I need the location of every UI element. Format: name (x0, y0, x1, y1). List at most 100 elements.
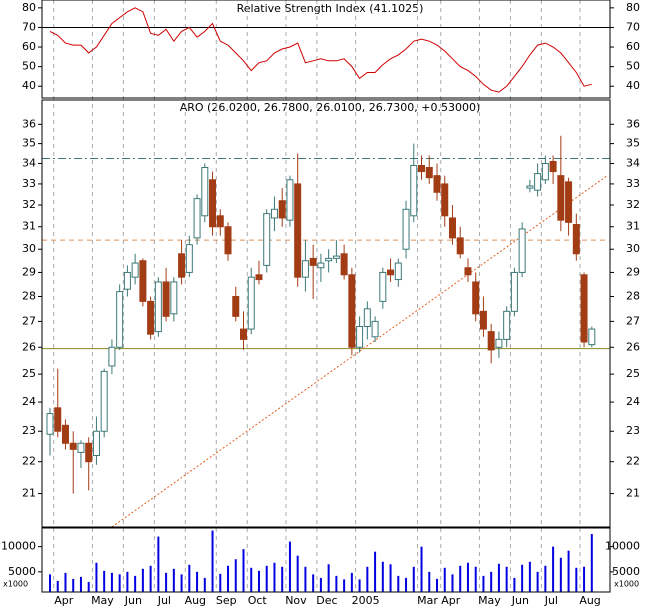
candle-body (278, 200, 286, 219)
candle-body (301, 260, 309, 278)
y-tick-label: 70 (626, 20, 640, 33)
y-tick-label: 32 (22, 198, 36, 211)
price-title: ARO (26.0200, 26.7800, 26.0100, 26.7300,… (180, 101, 481, 114)
candle-body (178, 253, 186, 278)
candle-body (123, 271, 131, 290)
candle-body (255, 274, 263, 281)
y-tick-label: 22 (626, 455, 640, 468)
candle-body (100, 370, 108, 432)
candle-body (240, 328, 247, 340)
panel-frame (41, 0, 611, 99)
candle-body (108, 346, 116, 367)
candle-body (77, 442, 85, 453)
candle-body (232, 295, 240, 317)
y-tick-label: 35 (22, 137, 36, 150)
x-tick-label: May (478, 594, 501, 607)
trend-line (111, 175, 608, 527)
candle-body (549, 160, 557, 173)
candle-body (495, 338, 503, 348)
y-tick-label: 34 (22, 156, 36, 169)
candle-body (46, 413, 54, 435)
x-tick-label: Nov (285, 594, 307, 607)
y-tick-label: 25 (626, 367, 640, 380)
candle-body (371, 320, 379, 338)
candle-body (147, 300, 155, 335)
candle-body (170, 281, 178, 315)
candle-body (270, 208, 278, 219)
candle-body (402, 208, 410, 250)
y-tick-label: 5000 (8, 565, 36, 578)
x-tick-label: Dec (316, 594, 337, 607)
candle-body (487, 331, 495, 351)
y-tick-label: 5000 (612, 565, 640, 578)
y-tick-label: 60 (22, 40, 36, 53)
y-tick-label: 10000 (1, 540, 36, 553)
y-tick-label: 50 (626, 60, 640, 73)
y-tick-label: 32 (626, 198, 640, 211)
candle-body (332, 255, 340, 259)
candle-body (263, 213, 271, 266)
x-tick-label: Jun (511, 594, 529, 607)
y-tick-label: 80 (626, 1, 640, 14)
y-tick-label: 23 (22, 424, 36, 437)
candle-body (216, 215, 224, 228)
x-tick-label: 2005 (352, 594, 380, 607)
candle-body (247, 276, 255, 330)
candle-body (139, 260, 147, 302)
y-tick-label: 35 (626, 137, 640, 150)
candle-body (185, 244, 193, 273)
candle-body (518, 228, 526, 273)
y-tick-label: 28 (626, 289, 640, 302)
y-tick-label: 70 (22, 20, 36, 33)
x-tick-label: Jun (124, 594, 142, 607)
x-tick-label: Mar (417, 594, 438, 607)
x-tick-label: Jul (157, 594, 171, 607)
y-tick-label: 27 (22, 314, 36, 327)
candle-body (565, 181, 573, 223)
panel-frame (41, 527, 611, 593)
candle-body (479, 310, 487, 330)
candle-body (193, 198, 201, 239)
y-tick-label: 25 (22, 367, 36, 380)
candle-body (534, 173, 542, 191)
candle-body (317, 262, 325, 269)
candle-body (340, 253, 348, 276)
y-tick-label: 23 (626, 424, 640, 437)
y-tick-label: 27 (626, 314, 640, 327)
x-tick-label: Oct (248, 594, 268, 607)
candle-body (588, 328, 596, 346)
candle-body (286, 179, 294, 221)
candle-body (456, 237, 464, 255)
candle-body (54, 407, 62, 432)
y-tick-label: 21 (22, 487, 36, 500)
candle-body (387, 269, 395, 276)
y-tick-label: 24 (626, 395, 640, 408)
y-tick-label: 36 (22, 117, 36, 130)
y-tick-label: 60 (626, 40, 640, 53)
y-tick-label: 33 (22, 177, 36, 190)
candle-body (425, 167, 433, 179)
candle-body (69, 442, 77, 450)
x-tick-label: Jul (544, 594, 558, 607)
y-tick-label: 22 (22, 455, 36, 468)
x-tick-label: Sep (216, 594, 237, 607)
candle-body (201, 167, 209, 217)
candle-body (572, 224, 580, 255)
rsi-line (49, 7, 592, 93)
candle-body (472, 281, 480, 315)
candle-body (541, 162, 549, 181)
unit-label: x1000 (3, 580, 28, 589)
candle-body (580, 274, 588, 343)
candle-body (85, 442, 93, 463)
y-tick-label: 40 (626, 79, 640, 92)
panel-frame (41, 99, 611, 528)
y-tick-label: 30 (22, 242, 36, 255)
y-tick-label: 34 (626, 156, 640, 169)
y-tick-label: 50 (22, 60, 36, 73)
candle-body (441, 183, 449, 217)
y-tick-label: 30 (626, 242, 640, 255)
candle-body (510, 271, 518, 312)
candle-body (557, 175, 565, 221)
